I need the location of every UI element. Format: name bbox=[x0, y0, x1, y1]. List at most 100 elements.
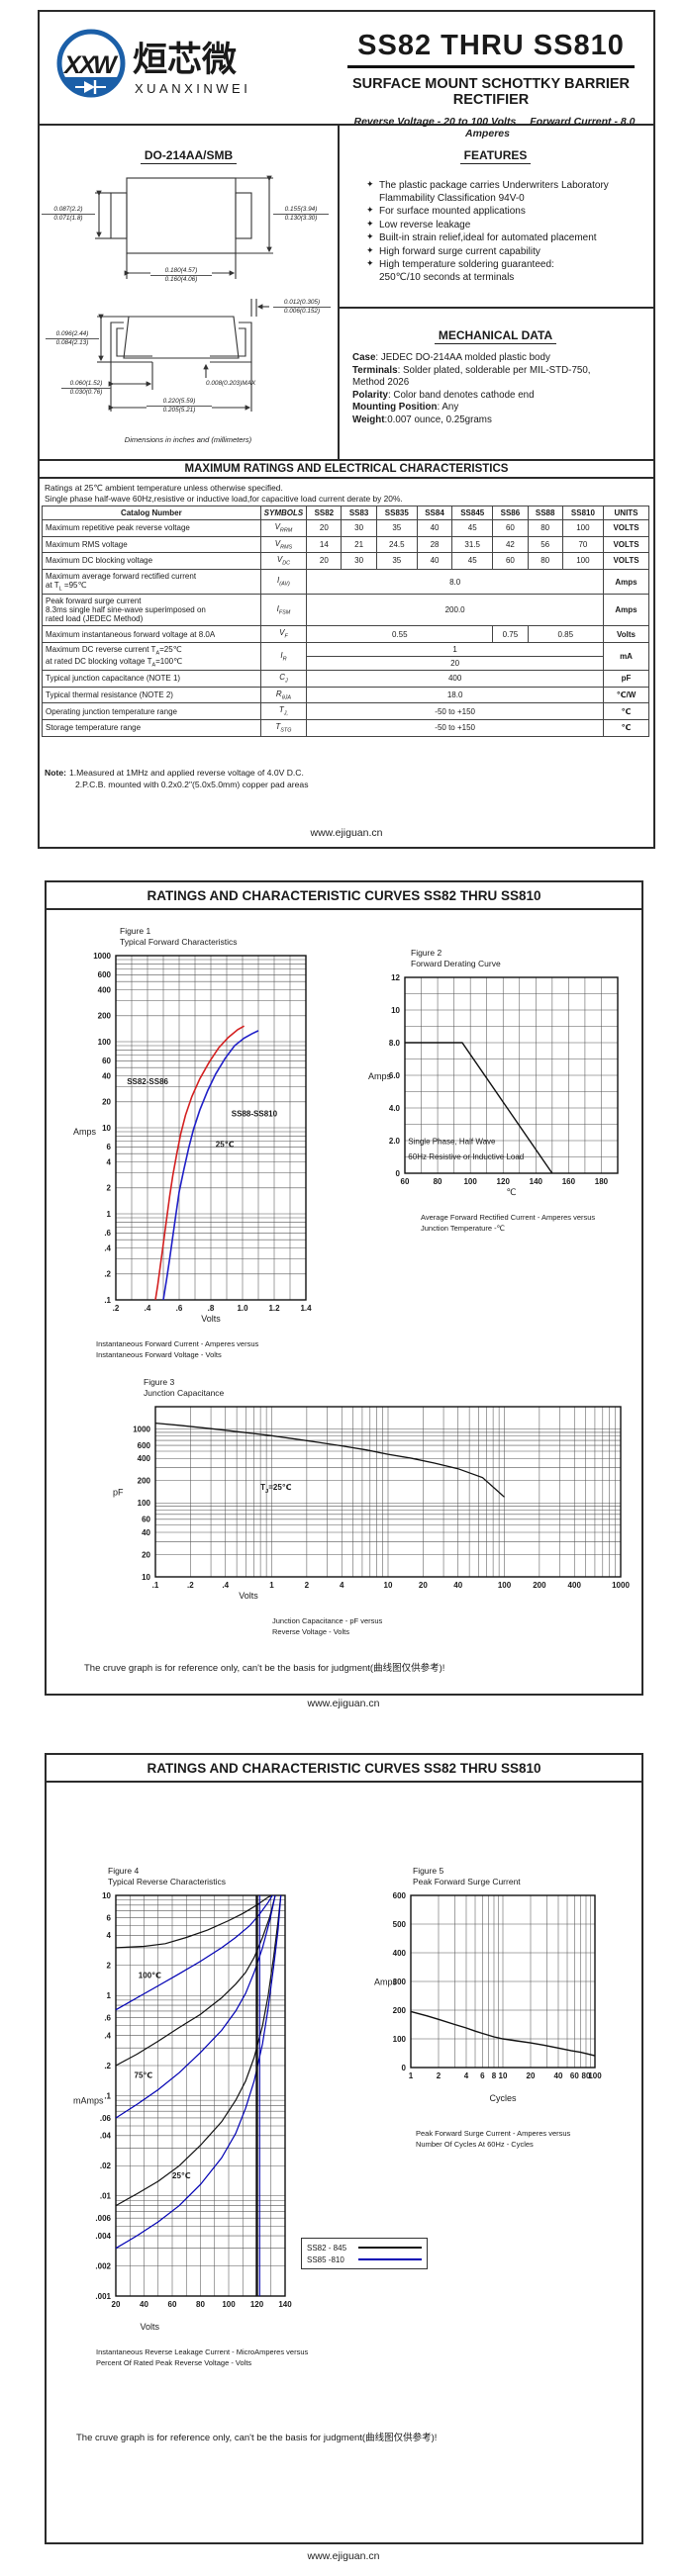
svg-text:6: 6 bbox=[107, 1913, 112, 1922]
footer-url: www.ejiguan.cn bbox=[307, 2550, 380, 2562]
table-row: Typical junction capacitance (NOTE 1) CJ 4… bbox=[42, 670, 649, 688]
mech-line: Case: JEDEC DO-214AA molded plastic body bbox=[352, 352, 550, 363]
figure-title: Figure 3 Junction Capacitance bbox=[144, 1377, 225, 1399]
table-cell: Maximum average forward rectified curren… bbox=[42, 568, 261, 596]
legend-item: SS85 -810 bbox=[307, 2254, 422, 2265]
chart-canvas: .2.4.6.8 1.0 1.2 1.410006004002001006040201… bbox=[73, 952, 312, 1324]
footer-url: www.ejiguan.cn bbox=[307, 1698, 380, 1709]
page-1: X X W 烜芯微 XUANXINWEI SS82 THRU SS810 SUR… bbox=[38, 10, 655, 849]
svg-text:.4: .4 bbox=[222, 1581, 229, 1590]
svg-text:80: 80 bbox=[434, 1177, 442, 1186]
table-cell: 28 bbox=[416, 535, 453, 554]
divider bbox=[338, 124, 340, 461]
svg-text:Amps: Amps bbox=[368, 1071, 392, 1081]
svg-text:1: 1 bbox=[107, 1210, 112, 1219]
svg-text:400: 400 bbox=[393, 1949, 407, 1958]
svg-text:4: 4 bbox=[340, 1581, 344, 1590]
table-cell: RθJA bbox=[259, 686, 308, 704]
svg-text:.1: .1 bbox=[104, 2091, 111, 2100]
table-cell: 20 bbox=[306, 656, 605, 672]
table-row: Maximum average forward rectified curren… bbox=[42, 568, 649, 596]
svg-text:10: 10 bbox=[499, 2071, 508, 2080]
svg-text:Amps: Amps bbox=[374, 1978, 398, 1987]
table-cell: VRRM bbox=[259, 519, 308, 537]
logo-letter: X bbox=[62, 51, 82, 79]
figure-2: Figure 2 Forward Derating Curve 60 80 100 12… bbox=[365, 948, 635, 1235]
table-cell: 80 bbox=[527, 519, 563, 537]
note-line: 2.P.C.B. mounted with 0.2x0.2"(5.0x5.0mm… bbox=[74, 779, 309, 789]
figure-caption: Peak Forward Surge Current - Amperes ver… bbox=[416, 2129, 571, 2150]
svg-text:80: 80 bbox=[196, 2300, 205, 2309]
bullet-icon: ✦ bbox=[366, 205, 374, 215]
svg-text:100: 100 bbox=[138, 1499, 151, 1508]
table-header-cell: SYMBOLS bbox=[259, 506, 308, 520]
bullet-icon: ✦ bbox=[366, 179, 374, 189]
divider bbox=[338, 307, 653, 309]
bullet-icon: ✦ bbox=[366, 244, 374, 255]
chart-series bbox=[115, 1895, 282, 2207]
table-cell: 35 bbox=[375, 519, 418, 537]
logo-letter: X bbox=[77, 51, 97, 79]
chart-series bbox=[154, 1025, 245, 1301]
table-cell: 45 bbox=[451, 552, 494, 570]
svg-text:.8: .8 bbox=[208, 1304, 215, 1313]
table-cell: 60 bbox=[492, 552, 529, 570]
svg-text:Volts: Volts bbox=[201, 1314, 221, 1324]
svg-text:20: 20 bbox=[527, 2071, 536, 2080]
table-row: Maximum DC blocking voltage VDC 20 30 35 40 45… bbox=[42, 552, 649, 570]
table-cell: 30 bbox=[341, 552, 377, 570]
curves-page-heading: RATINGS AND CHARACTERISTIC CURVES SS82 T… bbox=[47, 882, 641, 910]
svg-text:40: 40 bbox=[554, 2071, 563, 2080]
table-cell: 8.0 bbox=[306, 568, 605, 596]
svg-text:100: 100 bbox=[98, 1038, 112, 1047]
table-cell: Storage temperature range bbox=[42, 718, 261, 737]
ratings-conditions: Ratings at 25℃ ambient temperature unles… bbox=[45, 483, 403, 505]
table-cell: 70 bbox=[561, 535, 605, 554]
figure-caption: Junction Capacitance - pF versus Reverse … bbox=[272, 1616, 383, 1637]
svg-text:2.0: 2.0 bbox=[389, 1137, 401, 1146]
svg-text:200: 200 bbox=[98, 1012, 112, 1021]
page-2: RATINGS AND CHARACTERISTIC CURVES SS82 T… bbox=[45, 880, 643, 1696]
figure-1: Figure 1 Typical Forward Characteristics … bbox=[70, 926, 330, 1361]
svg-text:pF: pF bbox=[113, 1488, 124, 1498]
table-cell: VDC bbox=[259, 552, 308, 570]
figure-caption: Average Forward Rectified Current - Ampe… bbox=[421, 1213, 596, 1234]
feature-item: ✦ For surface mounted applications bbox=[366, 205, 526, 217]
chart-series bbox=[410, 2010, 596, 2057]
svg-text:60: 60 bbox=[102, 1057, 111, 1065]
svg-text:1.4: 1.4 bbox=[300, 1304, 312, 1313]
table-cell: 40 bbox=[416, 552, 453, 570]
bullet-icon: ✦ bbox=[366, 218, 374, 229]
table-header-cell: SS86 bbox=[492, 506, 529, 520]
svg-text:.2: .2 bbox=[104, 2062, 111, 2070]
legend-line-blue bbox=[358, 2258, 422, 2260]
svg-text:.4: .4 bbox=[104, 1244, 111, 1253]
table-cell: 0.85 bbox=[527, 625, 605, 643]
junction-capacitance-chart: .1 .2 .4 1 2 4 10 20 40 100 200 400 1000 1000 600 400 20… bbox=[110, 1399, 644, 1611]
package-name-heading: DO-214AA/SMB bbox=[40, 148, 338, 164]
svg-text:.002: .002 bbox=[95, 2261, 111, 2270]
note-label: Note: bbox=[45, 768, 66, 778]
bullet-icon: ✦ bbox=[366, 258, 374, 268]
table-row: Peak forward surge current 8.3ms single h… bbox=[42, 594, 649, 627]
svg-text:.06: .06 bbox=[100, 2114, 112, 2123]
svg-text:Volts: Volts bbox=[140, 2322, 159, 2332]
footer-url: www.ejiguan.cn bbox=[310, 827, 383, 839]
svg-text:0: 0 bbox=[402, 2064, 407, 2072]
package-drawing bbox=[95, 175, 273, 412]
svg-text:100: 100 bbox=[393, 2035, 407, 2044]
table-cell: 24.5 bbox=[375, 535, 418, 554]
svg-text:8.0: 8.0 bbox=[389, 1039, 401, 1048]
svg-text:8: 8 bbox=[492, 2071, 497, 2080]
chart-series bbox=[115, 1894, 276, 2067]
mech-line: Terminals: Solder plated, solderable per… bbox=[352, 364, 591, 376]
note-line: 1.Measured at 1MHz and applied reverse v… bbox=[68, 768, 304, 778]
chart-series bbox=[115, 1894, 276, 2119]
svg-text:600: 600 bbox=[138, 1441, 151, 1450]
table-header-cell: SS82 bbox=[306, 506, 343, 520]
chart-canvas: 1 2 4 6 8 10 20 40 60 801000100200300400500600Amp… bbox=[374, 1891, 602, 2103]
table-cell: Maximum repetitive peak reverse voltage bbox=[42, 519, 261, 537]
svg-text:80: 80 bbox=[582, 2071, 591, 2080]
svg-text:Single Phase, Half Wave: Single Phase, Half Wave bbox=[408, 1137, 496, 1146]
